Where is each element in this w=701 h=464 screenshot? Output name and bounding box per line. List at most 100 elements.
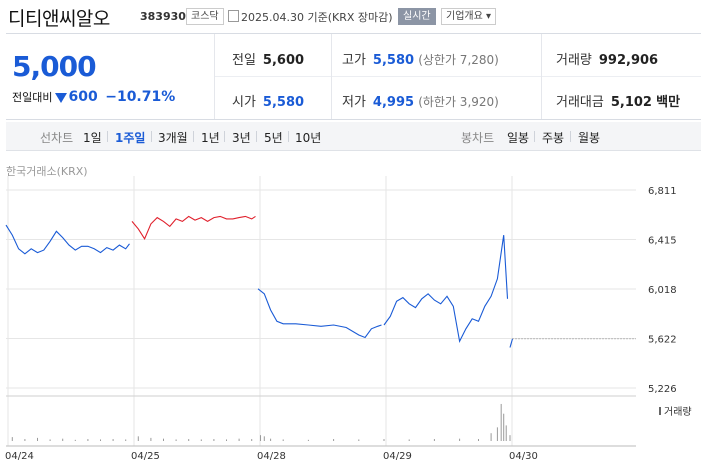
volume-bar bbox=[490, 433, 492, 441]
col-divider bbox=[541, 34, 542, 119]
candle-monthly[interactable]: 월봉 bbox=[578, 131, 601, 145]
data-source: 한국거래소(KRX) bbox=[6, 165, 88, 178]
change-row: 전일대비 600 −10.71% bbox=[12, 89, 175, 105]
trade-amount-label: 거래대금 bbox=[556, 95, 604, 110]
x-tick-label: 04/28 bbox=[257, 451, 286, 462]
col-divider bbox=[331, 34, 332, 119]
volume-bar bbox=[263, 436, 265, 441]
trade-amount-value: 5,102 bbox=[610, 95, 652, 110]
chart-toolbar: 선차트 1일 1주일 3개월 1년 3년 5년 10년 봉차트 일봉 주봉 월봉 bbox=[6, 122, 701, 151]
volume-bar bbox=[200, 439, 202, 441]
separator bbox=[193, 131, 194, 142]
day-high-value: 5,580 bbox=[372, 53, 415, 68]
separator bbox=[534, 131, 535, 142]
realtime-button[interactable]: 실시간 bbox=[398, 8, 436, 25]
volume-bar bbox=[383, 439, 385, 441]
volume-bar bbox=[188, 439, 190, 441]
volume-bar bbox=[282, 439, 284, 441]
day-high: 고가 5,580 (상한가 7,280) bbox=[342, 49, 499, 68]
volume-bar bbox=[175, 439, 177, 441]
volume-bar bbox=[251, 439, 253, 441]
trade-amount-unit: 백만 bbox=[656, 95, 681, 110]
quote-panel: 5,000 전일대비 600 −10.71% 전일 5,600 고가 5,580 (상… bbox=[6, 33, 701, 120]
candle-daily[interactable]: 일봉 bbox=[507, 131, 530, 145]
volume-bar bbox=[213, 439, 215, 441]
volume-bar bbox=[478, 439, 479, 441]
current-price: 5,000 bbox=[12, 50, 97, 83]
day-low-value: 4,995 bbox=[372, 95, 415, 110]
volume-bar bbox=[226, 439, 227, 441]
volume-label: 거래량 bbox=[556, 53, 592, 68]
separator bbox=[224, 131, 225, 142]
candle-weekly[interactable]: 주봉 bbox=[542, 131, 565, 145]
volume-bar bbox=[500, 403, 502, 441]
volume-bar bbox=[37, 437, 38, 441]
y-tick-label: 5,226 bbox=[648, 384, 677, 395]
stock-code: 383930 bbox=[140, 10, 186, 23]
volume-bar bbox=[24, 439, 26, 441]
candle-chart-label: 봉차트 bbox=[461, 131, 495, 145]
y-tick-label: 6,018 bbox=[648, 285, 677, 296]
volume-legend-icon bbox=[659, 407, 661, 415]
volume-bar bbox=[433, 439, 435, 441]
volume-bar bbox=[62, 438, 64, 441]
volume-bar bbox=[333, 439, 335, 441]
period-3y[interactable]: 3년 bbox=[232, 131, 251, 145]
y-tick-label: 6,415 bbox=[648, 235, 677, 246]
period-1w[interactable]: 1주일 bbox=[115, 131, 146, 145]
volume-bar bbox=[125, 439, 127, 441]
period-3m[interactable]: 3개월 bbox=[158, 131, 188, 145]
volume-bar bbox=[270, 438, 272, 441]
lower-limit: (하한가 3,920) bbox=[418, 95, 499, 109]
date-basis: 기준(KRX 장마감) bbox=[307, 11, 393, 24]
price-lines bbox=[5, 215, 636, 348]
open-price-label: 시가 bbox=[232, 95, 256, 110]
day-low-label: 저가 bbox=[342, 95, 366, 110]
x-axis-ticks: 04/24 04/25 04/28 04/29 04/30 bbox=[5, 451, 538, 462]
quote-date: 2025.04.30 기준(KRX 장마감) bbox=[241, 9, 393, 25]
volume-bar bbox=[358, 439, 360, 441]
volume-bar bbox=[137, 436, 139, 441]
price-line-04-30 bbox=[509, 338, 514, 348]
y-tick-label: 5,622 bbox=[648, 335, 677, 346]
open-price: 시가 5,580 bbox=[232, 91, 304, 110]
prev-close-label: 전일 bbox=[232, 53, 256, 68]
separator bbox=[151, 131, 152, 142]
volume-bar bbox=[503, 413, 505, 441]
volume-bar bbox=[505, 425, 507, 441]
y-tick-label: 6,811 bbox=[648, 186, 677, 197]
day-high-label: 고가 bbox=[342, 53, 366, 68]
x-tick-label: 04/25 bbox=[131, 451, 160, 462]
period-1y[interactable]: 1년 bbox=[201, 131, 220, 145]
period-10y[interactable]: 10년 bbox=[295, 131, 322, 145]
company-overview-label: 기업개요 bbox=[446, 11, 483, 22]
change-percent: −10.71% bbox=[105, 89, 176, 105]
separator bbox=[288, 131, 289, 142]
stock-header: 디티앤씨알오 383930 코스닥 2025.04.30 기준(KRX 장마감)… bbox=[0, 0, 701, 30]
volume-bar bbox=[74, 439, 76, 441]
period-1d[interactable]: 1일 bbox=[83, 131, 102, 145]
trade-amount: 거래대금 5,102 백만 bbox=[556, 91, 680, 110]
volume-bar bbox=[87, 439, 89, 441]
separator bbox=[570, 131, 571, 142]
volume-bar bbox=[238, 438, 240, 441]
day-low: 저가 4,995 (하한가 3,920) bbox=[342, 91, 499, 110]
volume-value: 992,906 bbox=[598, 53, 659, 68]
volume-legend-label: 거래량 bbox=[664, 406, 692, 418]
down-triangle-icon bbox=[55, 93, 68, 103]
volume-bars bbox=[11, 403, 511, 441]
line-chart-label: 선차트 bbox=[40, 131, 74, 145]
y-axis-ticks: 6,811 6,415 6,018 5,622 5,226 bbox=[648, 186, 677, 395]
upper-limit: (상한가 7,280) bbox=[418, 53, 499, 67]
x-tick-label: 04/29 bbox=[383, 451, 412, 462]
volume-bar bbox=[112, 439, 114, 441]
change-value: 600 bbox=[68, 89, 98, 105]
market-badge: 코스닥 bbox=[186, 8, 224, 25]
volume-bar bbox=[509, 435, 511, 441]
company-overview-button[interactable]: 기업개요 ▾ bbox=[441, 8, 497, 25]
volume-bar bbox=[163, 438, 164, 441]
row-divider bbox=[215, 76, 701, 77]
prev-close-value: 5,600 bbox=[262, 53, 305, 68]
period-5y[interactable]: 5년 bbox=[264, 131, 283, 145]
volume: 거래량 992,906 bbox=[556, 49, 658, 68]
